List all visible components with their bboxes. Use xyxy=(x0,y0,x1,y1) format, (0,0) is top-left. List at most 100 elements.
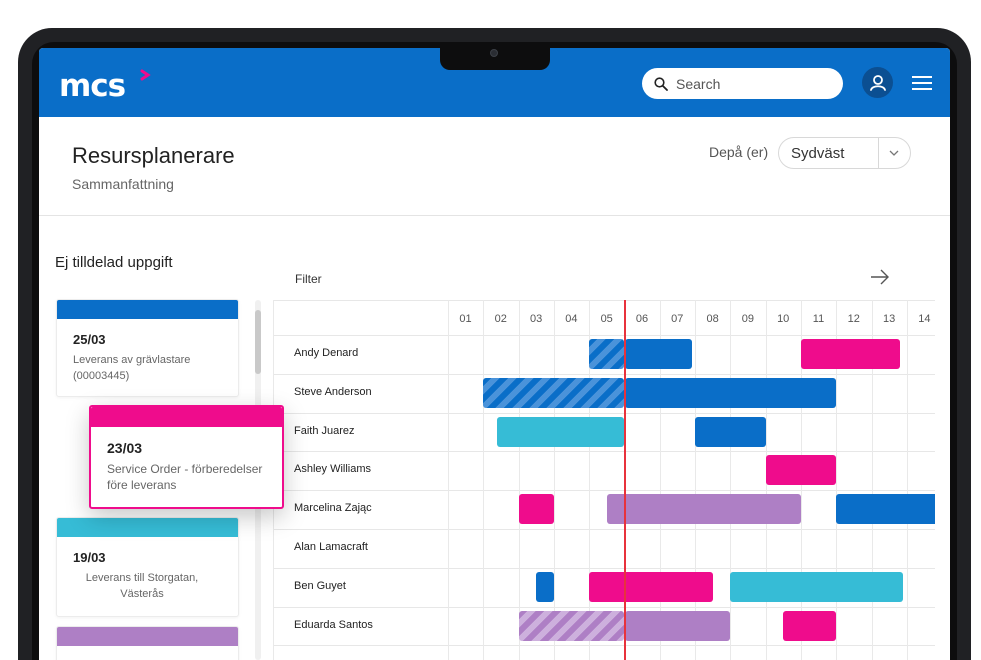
grid-row-line xyxy=(273,412,935,414)
chevron-down-icon xyxy=(889,150,899,156)
depot-selected-value: Sydväst xyxy=(791,144,845,162)
resource-name: Andy Denard xyxy=(294,347,359,359)
task-date: 25/03 xyxy=(73,332,106,347)
day-label: 11 xyxy=(812,313,825,325)
task-date: 19/03 xyxy=(73,550,106,565)
day-label: 08 xyxy=(706,313,719,325)
assignment-bar[interactable] xyxy=(624,339,692,369)
dropdown-divider xyxy=(877,138,879,168)
day-label: 05 xyxy=(600,313,613,325)
grid-row-line xyxy=(273,567,935,569)
assignment-bar[interactable] xyxy=(518,610,625,641)
grid-column-line xyxy=(871,300,873,660)
assignment-bar[interactable] xyxy=(783,610,837,641)
page-subtitle: Sammanfattning xyxy=(72,176,174,192)
day-label: 14 xyxy=(918,313,931,325)
grid-column-line xyxy=(553,300,555,660)
unassigned-tasks-title: Ej tilldelad uppgift xyxy=(55,254,173,271)
depot-label: Depå (er) xyxy=(709,144,769,160)
day-label: 06 xyxy=(635,313,649,325)
grid-row-line xyxy=(273,451,935,453)
grid-column-line xyxy=(659,300,661,660)
grid-column-line xyxy=(730,300,732,660)
search-icon xyxy=(654,76,668,91)
depot-dropdown[interactable]: Sydväst xyxy=(778,137,911,169)
task-card[interactable] xyxy=(56,626,239,660)
task-color-strip xyxy=(57,627,238,646)
grid-column-line xyxy=(483,300,485,660)
search-bar[interactable] xyxy=(642,68,843,99)
scrollbar-thumb[interactable] xyxy=(255,310,261,374)
grid-column-line xyxy=(448,300,449,660)
assignment-bar[interactable] xyxy=(536,571,554,602)
task-color-strip xyxy=(57,300,238,319)
page-title: Resursplanerare xyxy=(72,143,235,168)
day-label: 13 xyxy=(882,313,896,325)
grid-column-line xyxy=(518,300,520,660)
grid-row-line xyxy=(273,529,935,530)
resource-name: Ben Guyet xyxy=(294,579,346,592)
resource-name: Eduarda Santos xyxy=(294,618,373,631)
resource-name: Steve Anderson xyxy=(294,385,372,398)
day-label: 10 xyxy=(777,313,790,325)
day-label: 07 xyxy=(671,313,684,325)
dropdown-toggle[interactable] xyxy=(879,150,910,156)
current-time-line xyxy=(623,300,626,660)
task-color-strip xyxy=(91,407,282,427)
grid-row-line xyxy=(273,300,935,301)
grid-row-line xyxy=(273,606,935,608)
assignment-bar[interactable] xyxy=(589,339,625,369)
grid-column-line xyxy=(589,300,591,660)
day-label: 02 xyxy=(494,313,507,325)
section-divider xyxy=(39,215,950,216)
assignment-bar[interactable] xyxy=(589,571,713,602)
grid-row-line xyxy=(273,490,935,492)
user-avatar-button[interactable] xyxy=(862,67,893,98)
grid-row-line xyxy=(273,335,935,336)
assignment-bar[interactable] xyxy=(518,494,554,525)
camera-notch xyxy=(440,48,550,70)
resource-name: Alan Lamacraft xyxy=(294,541,368,553)
assignment-bar[interactable] xyxy=(624,377,837,408)
day-label: 09 xyxy=(741,313,755,325)
resource-gantt-chart: 01 02 03 04 05 06 07 08 09 10 11 12 13 14 Andy Denard S… xyxy=(273,300,935,660)
day-label: 04 xyxy=(565,313,578,325)
task-description: Leverans till Storgatan, Västerås xyxy=(85,572,199,600)
assignment-bar[interactable] xyxy=(730,571,904,602)
assignment-bar[interactable] xyxy=(695,416,766,447)
hamburger-menu-icon[interactable] xyxy=(912,75,932,91)
camera-icon xyxy=(490,49,498,57)
filter-label[interactable]: Filter xyxy=(295,272,322,286)
assignment-bar[interactable] xyxy=(801,339,900,369)
day-label: 03 xyxy=(529,313,543,325)
arrow-right-icon[interactable] xyxy=(870,269,890,285)
grid-column-line xyxy=(836,300,838,660)
task-card[interactable]: 25/03 Leverans av grävlastare (00003445) xyxy=(56,299,239,397)
user-icon xyxy=(869,74,886,91)
app-screen: mcs Resursplanerare Sammanfattning Depå … xyxy=(39,48,950,660)
task-description: Leverans av grävlastare (00003445) xyxy=(73,354,191,382)
top-navigation-bar: mcs xyxy=(39,48,950,117)
resource-name: Faith Juarez xyxy=(294,424,355,437)
day-label: 12 xyxy=(847,313,860,325)
day-label: 01 xyxy=(459,313,472,325)
mcs-logo[interactable]: mcs xyxy=(59,68,126,104)
grid-row-line xyxy=(273,645,935,647)
grid-column-line xyxy=(906,300,908,660)
resource-name: Marcelina Zając xyxy=(294,502,372,515)
assignment-bar[interactable] xyxy=(836,494,935,525)
task-card[interactable]: 19/03 Leverans till Storgatan, Västerås xyxy=(56,517,239,617)
assignment-bar[interactable] xyxy=(606,494,801,525)
grid-row-line xyxy=(273,373,935,375)
task-description: Service Order - förberedelser före lever… xyxy=(107,462,263,492)
search-input[interactable] xyxy=(676,75,836,92)
task-card-dragging[interactable]: 23/03 Service Order - förberedelser före… xyxy=(89,405,284,509)
task-date: 23/03 xyxy=(107,440,143,456)
logo-chevron-icon xyxy=(140,69,151,81)
task-color-strip xyxy=(57,518,238,537)
assignment-bar[interactable] xyxy=(497,416,625,447)
assignment-bar[interactable] xyxy=(624,610,731,641)
resource-name: Ashley Williams xyxy=(294,463,372,476)
assignment-bar[interactable] xyxy=(483,377,625,408)
assignment-bar[interactable] xyxy=(765,455,837,486)
